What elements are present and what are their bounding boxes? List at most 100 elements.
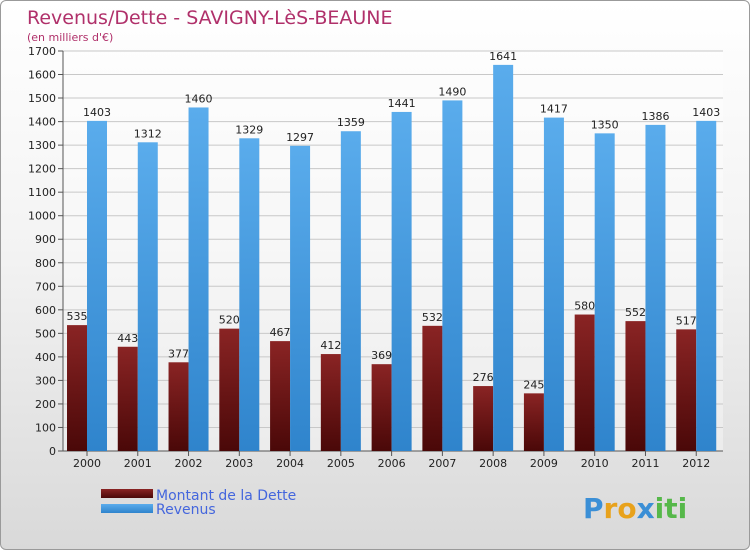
value-label-debt-2002: 377 xyxy=(168,347,189,360)
y-tick-label: 600 xyxy=(35,304,56,317)
value-label-revenus-2005: 1359 xyxy=(337,116,365,129)
y-tick-label: 900 xyxy=(35,233,56,246)
value-label-revenus-2012: 1403 xyxy=(692,106,720,119)
legend-label-revenus: Revenus xyxy=(156,502,216,518)
y-tick-label: 700 xyxy=(35,280,56,293)
bar-debt-2008 xyxy=(473,386,494,451)
y-tick-label: 1700 xyxy=(28,45,56,58)
y-tick-label: 1100 xyxy=(28,186,56,199)
x-tick-label: 2006 xyxy=(378,457,406,470)
bar-debt-2001 xyxy=(117,346,138,451)
x-tick-label: 2012 xyxy=(682,457,710,470)
y-tick-label: 200 xyxy=(35,398,56,411)
chart-subtitle: (en milliers d'€) xyxy=(27,31,113,44)
value-label-revenus-2004: 1297 xyxy=(286,131,314,144)
y-tick-label: 500 xyxy=(35,327,56,340)
bars-layer xyxy=(67,64,717,452)
value-label-debt-2004: 467 xyxy=(270,326,291,339)
y-tick-label: 800 xyxy=(35,257,56,270)
value-label-revenus-2001: 1312 xyxy=(134,127,162,140)
bar-revenus-2001 xyxy=(137,142,158,451)
bar-debt-2012 xyxy=(676,329,697,451)
bar-debt-2006 xyxy=(371,364,392,451)
value-label-debt-2001: 443 xyxy=(117,332,138,345)
value-label-debt-2005: 412 xyxy=(320,339,341,352)
bar-debt-2002 xyxy=(168,362,189,451)
bar-revenus-2004 xyxy=(290,145,311,451)
y-tick-label: 1000 xyxy=(28,210,56,223)
bar-revenus-2003 xyxy=(239,138,260,451)
x-tick-label: 2007 xyxy=(428,457,456,470)
bar-debt-2005 xyxy=(320,354,341,451)
logo-letter: i xyxy=(655,492,665,525)
x-tick-label: 2011 xyxy=(631,457,659,470)
value-label-revenus-2008: 1641 xyxy=(489,50,517,63)
bar-revenus-2010 xyxy=(594,133,615,451)
bar-revenus-2005 xyxy=(340,131,361,451)
value-label-revenus-2007: 1490 xyxy=(438,85,466,98)
bar-revenus-2007 xyxy=(442,100,463,451)
x-tick-label: 2004 xyxy=(276,457,304,470)
value-labels: 535 1403 443 1312 377 1460 520 1329 467 1297 412 13… xyxy=(67,50,721,391)
bar-debt-2007 xyxy=(422,325,443,451)
legend: Montant de la Dette Revenus xyxy=(101,488,296,518)
bar-debt-2004 xyxy=(270,341,291,451)
bar-revenus-2008 xyxy=(493,64,514,451)
x-axis-ticks: 2000 2001 2002 2003 2004 2005 2006 2007 2008 2009… xyxy=(73,451,710,470)
value-label-debt-2007: 532 xyxy=(422,311,443,324)
y-axis-ticks: 0 100 200 300 400 500 600 700 800 900 1000 1100 1200… xyxy=(28,45,56,458)
bar-revenus-2002 xyxy=(188,107,209,452)
value-label-revenus-2010: 1350 xyxy=(591,118,619,131)
bar-debt-2010 xyxy=(574,314,595,451)
bar-revenus-2012 xyxy=(696,120,717,451)
y-tick-label: 1300 xyxy=(28,139,56,152)
value-label-revenus-2002: 1460 xyxy=(185,92,213,105)
logo-letter: o xyxy=(617,492,636,525)
x-tick-label: 2001 xyxy=(124,457,152,470)
value-label-debt-2008: 276 xyxy=(473,371,494,384)
chart-title: Revenus/Dette - SAVIGNY-LèS-BEAUNE xyxy=(27,7,392,29)
logo-text: Proxiti xyxy=(583,492,687,525)
y-tick-label: 1500 xyxy=(28,92,56,105)
bar-revenus-2006 xyxy=(391,111,412,452)
bar-revenus-2011 xyxy=(645,124,666,451)
value-label-debt-2009: 245 xyxy=(523,378,544,391)
value-label-revenus-2011: 1386 xyxy=(641,110,669,123)
value-label-debt-2006: 369 xyxy=(371,349,392,362)
bar-debt-2009 xyxy=(523,393,544,451)
x-tick-label: 2005 xyxy=(327,457,355,470)
value-label-debt-2012: 517 xyxy=(676,314,697,327)
legend-label-debt: Montant de la Dette xyxy=(156,488,296,504)
logo-letter: r xyxy=(604,492,618,525)
x-tick-label: 2009 xyxy=(530,457,558,470)
x-tick-label: 2010 xyxy=(581,457,609,470)
y-tick-label: 1600 xyxy=(28,69,56,82)
value-label-debt-2000: 535 xyxy=(67,310,88,323)
logo-letter: x xyxy=(637,492,655,525)
logo-letter: P xyxy=(583,492,604,525)
value-label-debt-2003: 520 xyxy=(219,314,240,327)
legend-swatch-debt xyxy=(101,489,153,498)
x-tick-label: 2008 xyxy=(479,457,507,470)
y-tick-label: 1400 xyxy=(28,116,56,129)
bar-revenus-2000 xyxy=(87,120,107,451)
logo-letter: t xyxy=(664,492,677,525)
bar-debt-2003 xyxy=(219,328,240,451)
y-tick-label: 400 xyxy=(35,351,56,364)
x-tick-label: 2003 xyxy=(225,457,253,470)
y-tick-label: 0 xyxy=(49,445,56,458)
value-label-revenus-2000: 1403 xyxy=(83,106,111,119)
x-tick-label: 2002 xyxy=(175,457,203,470)
logo-letter: i xyxy=(678,492,688,525)
y-tick-label: 100 xyxy=(35,421,56,434)
value-label-revenus-2006: 1441 xyxy=(388,97,416,110)
proxiti-logo: Proxiti xyxy=(583,492,687,525)
value-label-debt-2010: 580 xyxy=(574,300,595,313)
bar-revenus-2009 xyxy=(543,117,564,452)
y-tick-label: 1200 xyxy=(28,163,56,176)
bar-debt-2000 xyxy=(67,325,87,451)
legend-swatch-revenus xyxy=(101,504,153,513)
value-label-revenus-2003: 1329 xyxy=(235,123,263,136)
